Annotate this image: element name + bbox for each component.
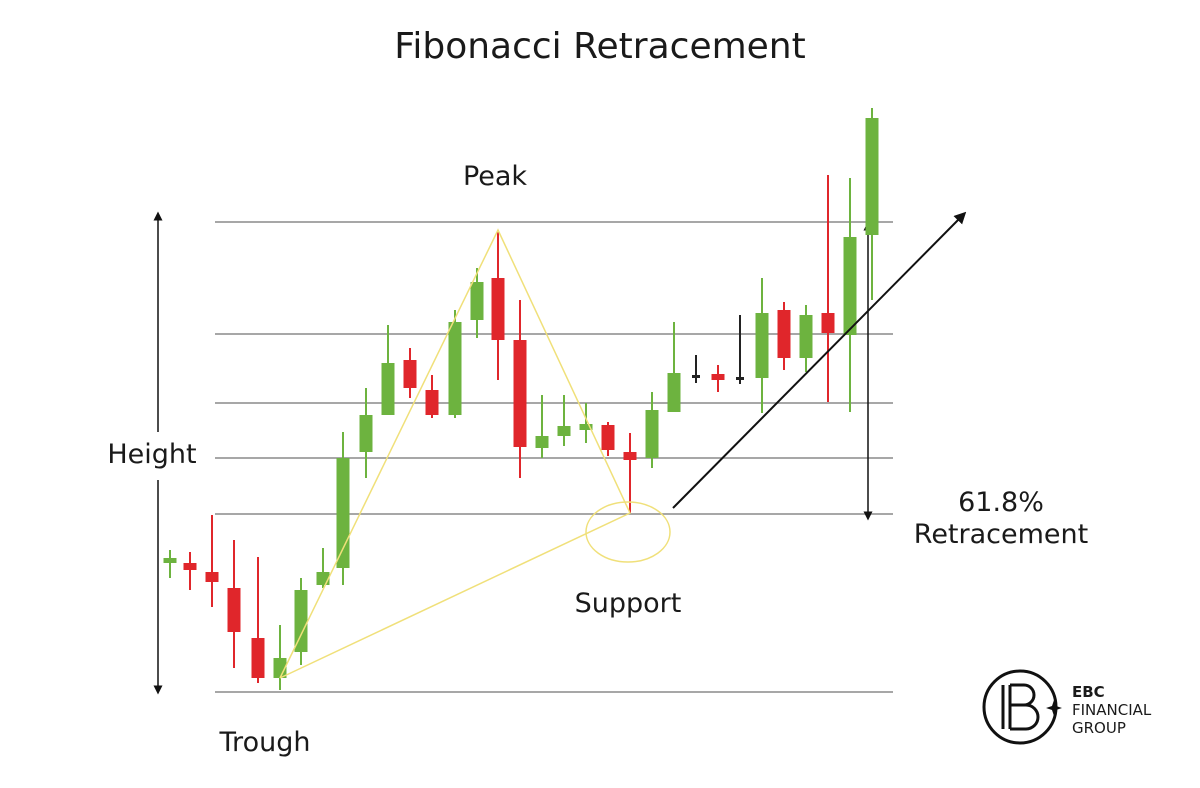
candle-body (163, 558, 177, 563)
levels (215, 221, 893, 693)
candle-body (513, 340, 527, 447)
candle-body (843, 237, 857, 335)
candle-body (227, 588, 241, 632)
fib-lines (279, 228, 671, 679)
candle-body (448, 322, 462, 415)
height-label: Height (107, 439, 196, 470)
logo-text: FINANCIAL (1072, 701, 1152, 719)
peak-label: Peak (463, 161, 527, 192)
logo-brand: EBC (1072, 683, 1105, 701)
logo-mark (1001, 683, 1040, 731)
candle-body (491, 278, 505, 340)
candle-body (336, 458, 350, 568)
candle-body (251, 638, 265, 678)
logo-text: GROUP (1072, 719, 1126, 737)
candle-body (183, 563, 197, 570)
candle-body (865, 118, 879, 235)
label-bg (100, 432, 206, 480)
candle-body (294, 590, 308, 652)
logo: EBC FINANCIAL GROUP (982, 669, 1152, 745)
candle-body (557, 426, 571, 436)
candle-body (579, 424, 593, 430)
logo-star (1046, 700, 1062, 716)
candle-body (205, 572, 219, 582)
triangle (279, 228, 631, 679)
candle-body (359, 415, 373, 452)
candle-body (821, 313, 835, 333)
candle-body (601, 425, 615, 450)
candle-body (755, 313, 769, 378)
candle-body (470, 282, 484, 320)
candle-body (692, 375, 700, 378)
support-circle (585, 501, 671, 563)
candle-body (799, 315, 813, 358)
candles (163, 108, 879, 690)
candle-body (316, 572, 330, 585)
retracement-label: 61.8% (958, 487, 1044, 518)
candle-body (667, 373, 681, 412)
candle-body (425, 390, 439, 415)
candle-body (403, 360, 417, 388)
trough-label: Trough (219, 727, 311, 758)
candle-body (381, 363, 395, 415)
logo-ring (982, 669, 1058, 745)
candle-body (535, 436, 549, 448)
trend-arrow (672, 211, 967, 509)
candle-body (623, 452, 637, 460)
candle-body (645, 410, 659, 458)
retracement-label: Retracement (914, 519, 1088, 550)
candle-body (777, 310, 791, 358)
support-label: Support (575, 588, 682, 619)
candle-body (736, 377, 744, 380)
title: Fibonacci Retracement (394, 26, 806, 67)
candle-body (711, 374, 725, 380)
